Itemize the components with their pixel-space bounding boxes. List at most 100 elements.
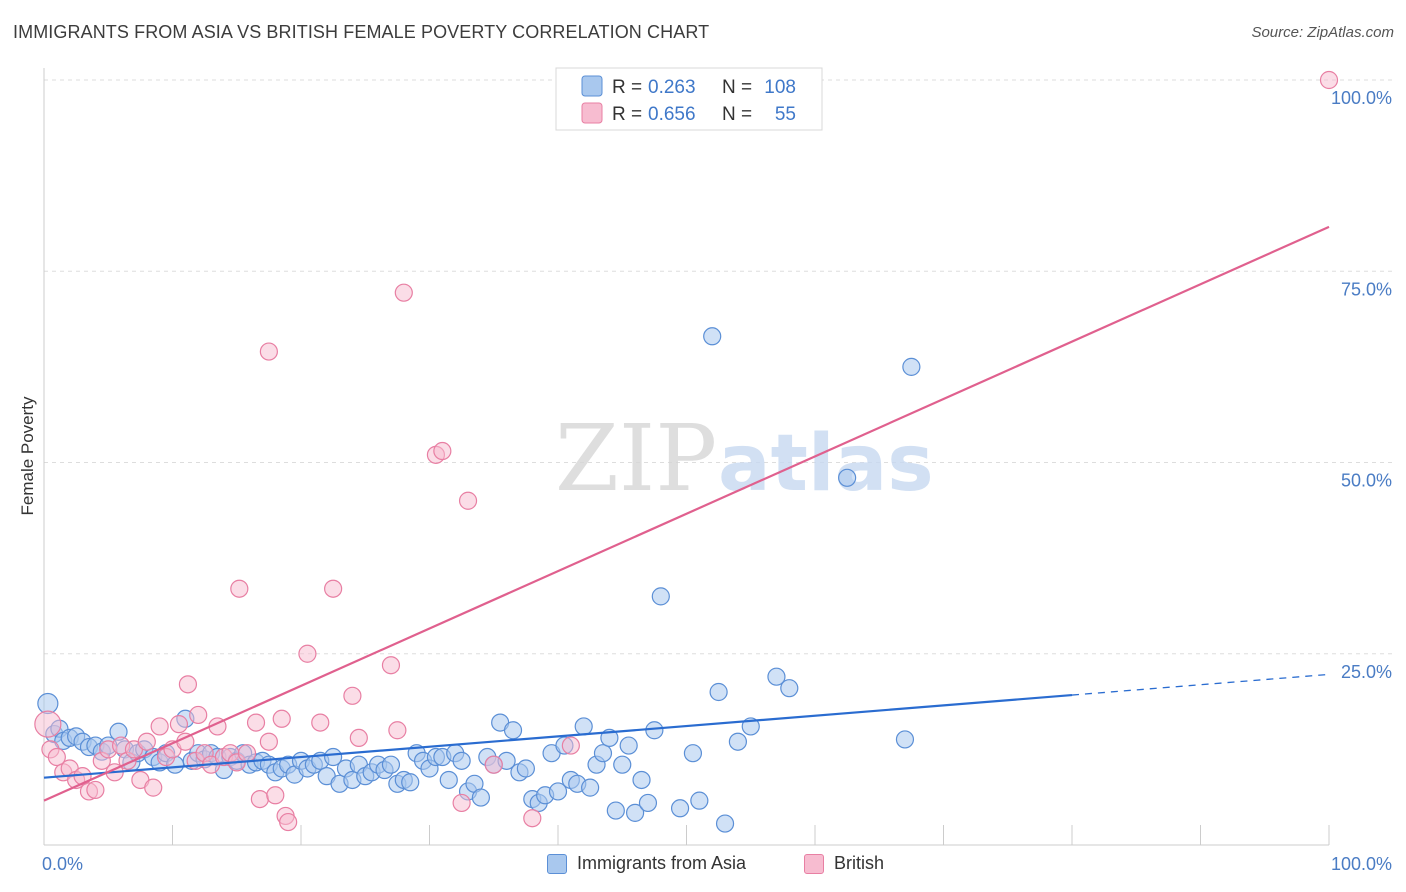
british-point-55 xyxy=(523,809,542,828)
british-point-45 xyxy=(343,686,362,705)
legend-n-value-1: 108 xyxy=(764,77,796,98)
watermark-zip: ZIP xyxy=(555,405,717,512)
asia-point-100 xyxy=(728,732,748,751)
british-point-17 xyxy=(144,778,163,797)
legend-n-value-2: 55 xyxy=(775,104,796,125)
british-point-35 xyxy=(250,789,269,809)
grid-layer xyxy=(44,79,1394,655)
asia-point-91 xyxy=(632,770,651,790)
legend-swatch-british xyxy=(581,102,603,124)
asia-point-93 xyxy=(645,721,664,740)
y-tick-label-2: 75.0% xyxy=(1341,279,1392,299)
british-point-43 xyxy=(311,713,330,732)
asia-point-92 xyxy=(638,793,658,813)
asia-point-55 xyxy=(401,773,420,792)
x-tick-label-1: 100.0% xyxy=(1331,854,1392,874)
british-point-47 xyxy=(381,656,401,675)
british-point-8 xyxy=(86,780,105,800)
asia-point-98 xyxy=(709,682,728,702)
british-point-23 xyxy=(178,675,198,694)
british-point-52 xyxy=(452,793,471,813)
british-point-41 xyxy=(279,812,298,832)
asia-point-87 xyxy=(606,801,625,820)
british-point-54 xyxy=(484,755,503,774)
legend-item-asia: Immigrants from Asia xyxy=(547,853,746,874)
trend-lines xyxy=(43,225,1330,802)
asia-point-82 xyxy=(574,717,593,736)
legend-n-label-2: N = xyxy=(722,104,752,125)
asia-point-43 xyxy=(324,747,343,767)
x-tick-label-0: 0.0% xyxy=(42,854,83,874)
chart-title: IMMIGRANTS FROM ASIA VS BRITISH FEMALE P… xyxy=(13,22,710,42)
british-point-37 xyxy=(259,342,278,361)
legend-swatch-asia xyxy=(581,75,603,97)
british-point-49 xyxy=(394,283,413,302)
legend-item-british: British xyxy=(804,853,884,874)
watermark: ZIP atlas xyxy=(555,405,934,512)
asia-point-61 xyxy=(439,770,458,790)
asia-point-90 xyxy=(625,803,645,822)
british-point-18 xyxy=(150,717,169,736)
british-point-34 xyxy=(246,713,266,732)
tick-labels: 25.0% 50.0% 75.0% 100.0% 0.0% 100.0% xyxy=(42,88,1392,874)
british-point-53 xyxy=(458,491,478,510)
british-point-46 xyxy=(349,728,368,748)
legend-n-label-1: N = xyxy=(722,77,752,98)
asia-point-104 xyxy=(838,468,857,487)
y-tick-label-0: 25.0% xyxy=(1341,662,1392,682)
y-tick-label-3: 100.0% xyxy=(1331,88,1392,108)
asia-point-73 xyxy=(516,759,535,778)
y-axis-label: Female Poverty xyxy=(18,396,37,516)
british-point-16 xyxy=(137,732,156,751)
british-trend-line xyxy=(43,225,1330,802)
british-point-51 xyxy=(433,441,452,461)
series-british-points xyxy=(34,70,1339,832)
asia-point-89 xyxy=(619,736,638,755)
asia-point-103 xyxy=(780,679,799,698)
source-credit: Source: ZipAtlas.com xyxy=(1251,24,1394,41)
asia-point-66 xyxy=(471,788,490,807)
asia-point-78 xyxy=(548,782,568,801)
british-point-32 xyxy=(230,579,249,598)
asia-point-101 xyxy=(703,327,722,346)
asia-point-71 xyxy=(503,721,523,740)
british-point-21 xyxy=(169,715,189,734)
asia-point-63 xyxy=(452,751,471,770)
stats-legend: R = 0.263 N = 108 R = 0.656 N = 55 xyxy=(555,67,823,131)
legend-label-british: British xyxy=(834,853,885,873)
asia-point-97 xyxy=(690,791,709,810)
british-point-25 xyxy=(189,705,208,725)
british-point-44 xyxy=(324,579,343,598)
y-tick-label-1: 50.0% xyxy=(1341,471,1392,491)
asia-point-0 xyxy=(37,692,59,715)
asia-point-102 xyxy=(767,667,786,686)
legend-r-label-2: R = xyxy=(612,104,642,125)
asia-point-88 xyxy=(613,755,632,774)
legend-swatch-asia-bottom xyxy=(547,853,567,874)
british-point-2 xyxy=(47,747,66,767)
british-point-42 xyxy=(298,644,317,663)
asia-point-99 xyxy=(715,814,735,833)
legend-r-value-1: 0.263 xyxy=(648,77,696,98)
asia-trend-line xyxy=(43,693,1073,779)
watermark-atlas: atlas xyxy=(718,419,934,509)
asia-point-96 xyxy=(683,744,703,763)
british-point-39 xyxy=(272,709,291,728)
british-point-36 xyxy=(259,732,278,751)
legend-r-value-2: 0.656 xyxy=(648,104,696,125)
british-point-56 xyxy=(561,736,580,755)
asia-trend-extension xyxy=(1071,673,1330,696)
asia-point-52 xyxy=(381,755,401,774)
asia-point-106 xyxy=(902,357,921,376)
legend-label-asia: Immigrants from Asia xyxy=(577,853,747,873)
asia-point-94 xyxy=(651,587,670,606)
legend-r-label-1: R = xyxy=(612,77,642,98)
british-point-48 xyxy=(388,721,407,740)
british-point-0 xyxy=(34,710,62,738)
british-point-38 xyxy=(266,786,285,805)
asia-point-83 xyxy=(581,778,600,797)
asia-point-105 xyxy=(895,730,915,749)
asia-point-95 xyxy=(670,799,690,818)
legend-swatch-british-bottom xyxy=(804,853,824,874)
